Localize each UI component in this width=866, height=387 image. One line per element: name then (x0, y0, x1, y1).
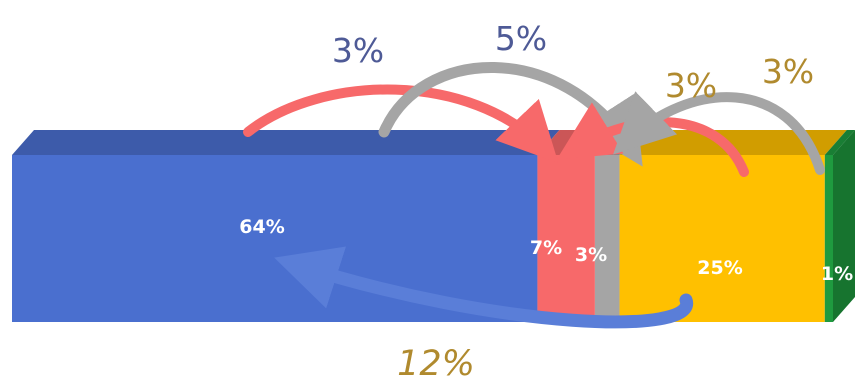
segment-label-1-4: 1% (821, 263, 853, 285)
flow-label-0: 3% (332, 31, 384, 70)
bar-top-64-0 (12, 130, 560, 155)
flow-arrow-4 (274, 246, 694, 329)
segment-label-3-2: 3% (575, 244, 607, 266)
flow-label-2: 3% (665, 66, 717, 105)
segment-label-25-3: 25% (697, 257, 742, 279)
bar-side-face (833, 130, 855, 322)
segment-label-7-1: 7% (530, 237, 562, 259)
bar-segment-1-4 (824, 155, 833, 322)
bar-segment-7-1 (537, 155, 595, 322)
bar-top-1-4 (824, 130, 855, 155)
bar-segment-64-0 (12, 155, 538, 322)
bar-segment-25-3 (619, 155, 825, 322)
flow-arrow-0 (243, 84, 559, 164)
segment-label-64-0: 64% (239, 216, 284, 238)
flow-arrow-3 (613, 91, 825, 175)
stacked-bar (12, 130, 855, 322)
flow-label-3: 3% (762, 52, 814, 91)
flow-label-1: 5% (495, 19, 547, 58)
flow-arrows (243, 62, 825, 329)
flow-label-4: 12% (397, 344, 475, 384)
bar-segment-3-2 (594, 155, 620, 322)
chart-labels: 64% 7% 3% 25% 1% 3% 5% 3% 3% 12% (239, 19, 853, 384)
